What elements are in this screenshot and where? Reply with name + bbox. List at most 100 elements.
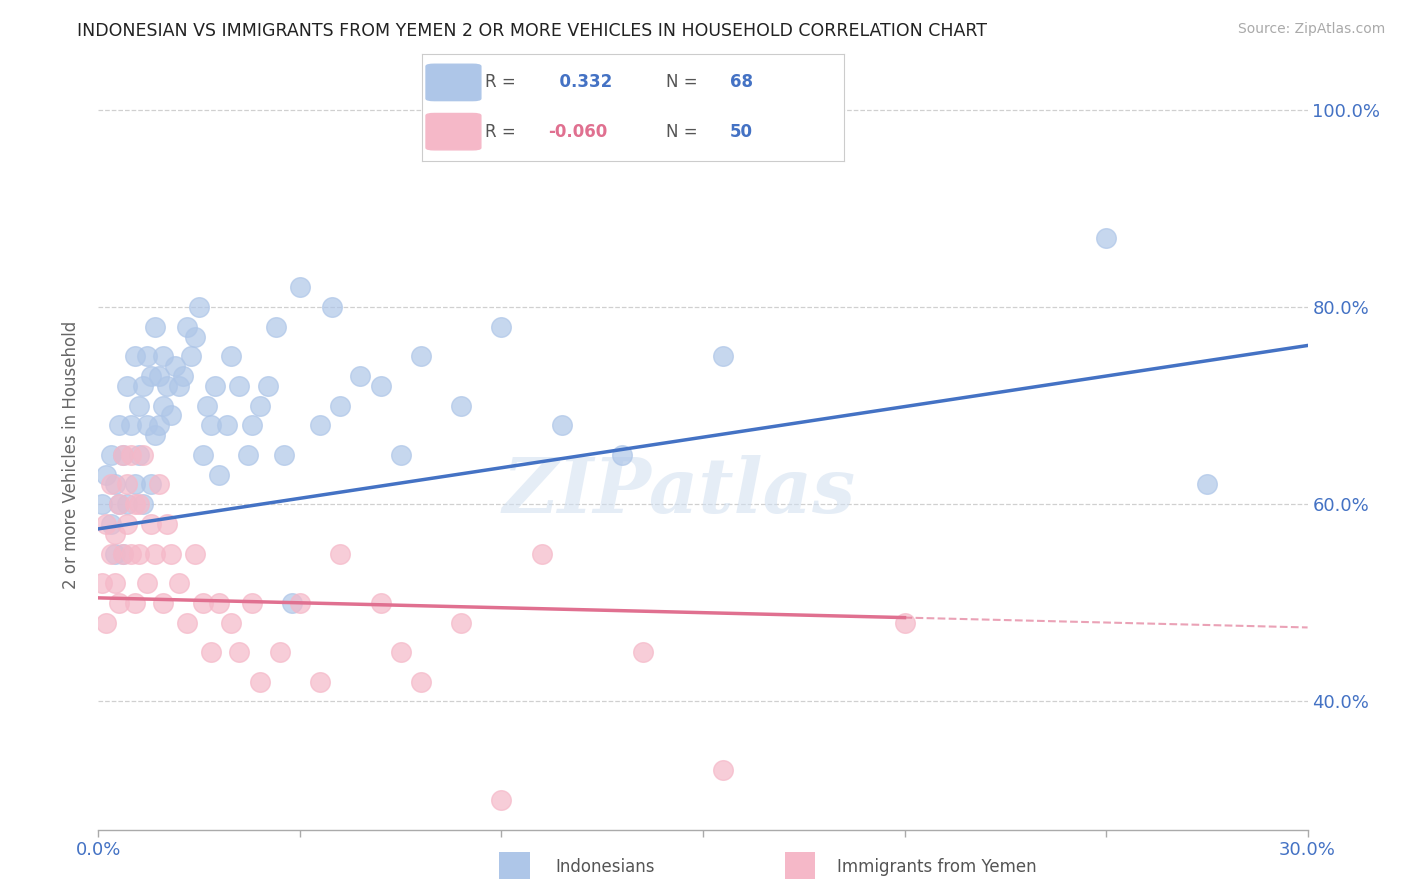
Point	[264, 319, 287, 334]
Point	[530, 547, 553, 561]
Point	[111, 547, 134, 561]
Point	[111, 547, 134, 561]
Point	[200, 645, 222, 659]
Point	[389, 448, 412, 462]
Text: Indonesians: Indonesians	[555, 858, 655, 876]
Point	[100, 448, 122, 462]
Point	[204, 379, 226, 393]
Y-axis label: 2 or more Vehicles in Household: 2 or more Vehicles in Household	[62, 321, 80, 589]
Text: INDONESIAN VS IMMIGRANTS FROM YEMEN 2 OR MORE VEHICLES IN HOUSEHOLD CORRELATION : INDONESIAN VS IMMIGRANTS FROM YEMEN 2 OR…	[77, 22, 987, 40]
Point	[132, 497, 155, 511]
Point	[107, 497, 129, 511]
Point	[128, 547, 150, 561]
Point	[167, 379, 190, 393]
Point	[135, 418, 157, 433]
Text: 0.332: 0.332	[548, 73, 613, 91]
Point	[389, 645, 412, 659]
Text: N =: N =	[666, 123, 697, 141]
FancyBboxPatch shape	[426, 113, 481, 150]
Point	[135, 349, 157, 363]
Point	[273, 448, 295, 462]
Point	[100, 516, 122, 531]
Text: N =: N =	[666, 73, 697, 91]
Point	[152, 399, 174, 413]
Point	[288, 596, 311, 610]
Point	[148, 369, 170, 384]
Point	[176, 319, 198, 334]
Point	[228, 379, 250, 393]
Point	[143, 547, 166, 561]
Point	[184, 329, 207, 343]
Text: 50: 50	[730, 123, 752, 141]
Point	[221, 615, 243, 630]
Point	[200, 418, 222, 433]
Point	[491, 319, 513, 334]
Point	[711, 349, 734, 363]
Point	[180, 349, 202, 363]
Point	[103, 547, 125, 561]
Point	[551, 418, 574, 433]
Text: -0.060: -0.060	[548, 123, 607, 141]
Point	[309, 674, 332, 689]
Point	[111, 448, 134, 462]
Point	[193, 448, 215, 462]
Point	[409, 674, 432, 689]
Point	[321, 300, 343, 314]
Point	[329, 399, 352, 413]
Point	[128, 399, 150, 413]
Point	[120, 547, 142, 561]
Point	[124, 596, 146, 610]
Text: R =: R =	[485, 123, 516, 141]
Text: ZIPatlas: ZIPatlas	[502, 456, 855, 529]
Point	[139, 369, 162, 384]
Point	[172, 369, 194, 384]
Point	[120, 418, 142, 433]
Point	[491, 793, 513, 807]
Point	[370, 379, 392, 393]
Point	[249, 399, 271, 413]
Point	[193, 596, 215, 610]
Point	[236, 448, 259, 462]
Point	[221, 349, 243, 363]
Point	[132, 448, 155, 462]
Point	[148, 477, 170, 491]
Point	[128, 448, 150, 462]
Point	[124, 497, 146, 511]
Point	[143, 428, 166, 442]
Point	[217, 418, 239, 433]
Point	[249, 674, 271, 689]
Point	[124, 349, 146, 363]
Point	[208, 596, 231, 610]
Point	[103, 576, 125, 591]
Point	[228, 645, 250, 659]
Point	[160, 547, 183, 561]
Point	[152, 596, 174, 610]
Point	[309, 418, 332, 433]
Point	[893, 615, 915, 630]
Point	[91, 497, 114, 511]
Point	[139, 516, 162, 531]
Point	[132, 379, 155, 393]
Point	[115, 516, 138, 531]
Point	[288, 280, 311, 294]
Point	[152, 349, 174, 363]
Point	[103, 477, 125, 491]
Point	[409, 349, 432, 363]
Point	[631, 645, 654, 659]
Point	[148, 418, 170, 433]
Point	[208, 467, 231, 482]
Point	[96, 467, 118, 482]
Point	[100, 477, 122, 491]
Point	[96, 615, 118, 630]
Point	[107, 418, 129, 433]
Point	[115, 379, 138, 393]
Point	[96, 516, 118, 531]
Point	[135, 576, 157, 591]
Text: R =: R =	[485, 73, 516, 91]
Point	[184, 547, 207, 561]
Point	[160, 409, 183, 423]
Text: Immigrants from Yemen: Immigrants from Yemen	[837, 858, 1036, 876]
Point	[281, 596, 304, 610]
Point	[163, 359, 186, 374]
Point	[115, 497, 138, 511]
